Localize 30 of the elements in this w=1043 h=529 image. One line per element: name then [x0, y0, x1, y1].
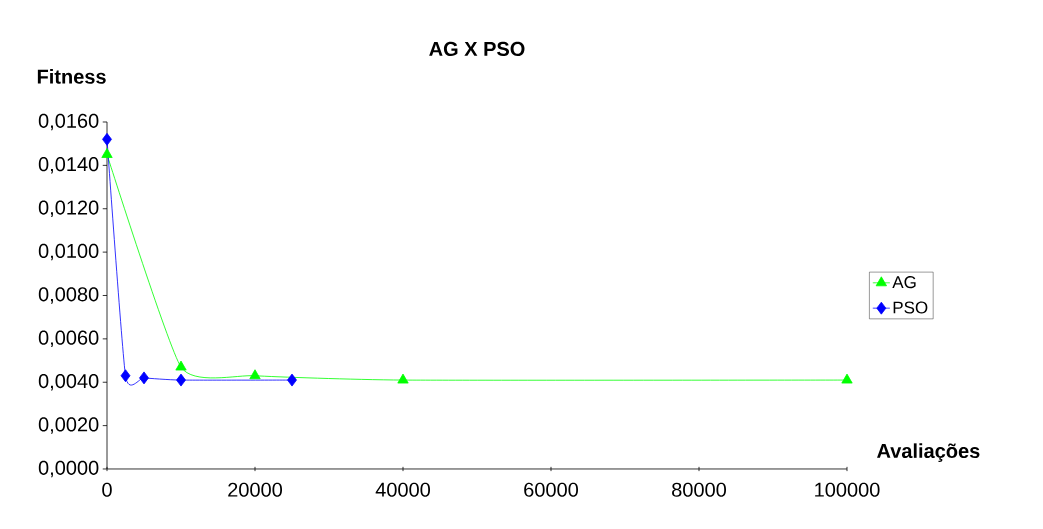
y-tick-label: 0,0120 [38, 200, 99, 217]
y-tick-label: 0,0000 [38, 460, 99, 478]
x-tick-label: 0 [102, 482, 112, 497]
chart-title: AG X PSO [429, 41, 525, 56]
x-tick-label: 80000 [672, 482, 727, 497]
point [175, 360, 187, 371]
point [139, 371, 149, 385]
point [397, 373, 409, 384]
legend-label: AG [892, 276, 916, 289]
x-tick-label: 60000 [524, 482, 579, 497]
point [249, 369, 261, 380]
point [102, 132, 112, 146]
legend-label: PSO [893, 301, 928, 314]
y-tick-label: 0,0140 [38, 157, 99, 174]
point [841, 373, 853, 384]
point [287, 373, 297, 387]
point [101, 148, 113, 158]
x-tick-label: 40000 [375, 482, 431, 497]
y-tick-label: 0,0060 [38, 330, 99, 348]
point [120, 369, 131, 383]
y-tick-label: 0,0100 [38, 243, 99, 261]
x-tick-label: 100000 [815, 482, 880, 497]
y-tick-label: 0,0040 [38, 373, 99, 391]
x-axis-title: Avaliações [877, 443, 980, 462]
point [176, 373, 186, 387]
y-axis-title: Fitness [37, 69, 106, 84]
y-tick-label: 0,0080 [38, 287, 99, 304]
y-tick-label: 0,0160 [38, 113, 99, 131]
x-tick-label: 20000 [228, 482, 283, 497]
y-tick-label: 0,0020 [38, 417, 99, 434]
